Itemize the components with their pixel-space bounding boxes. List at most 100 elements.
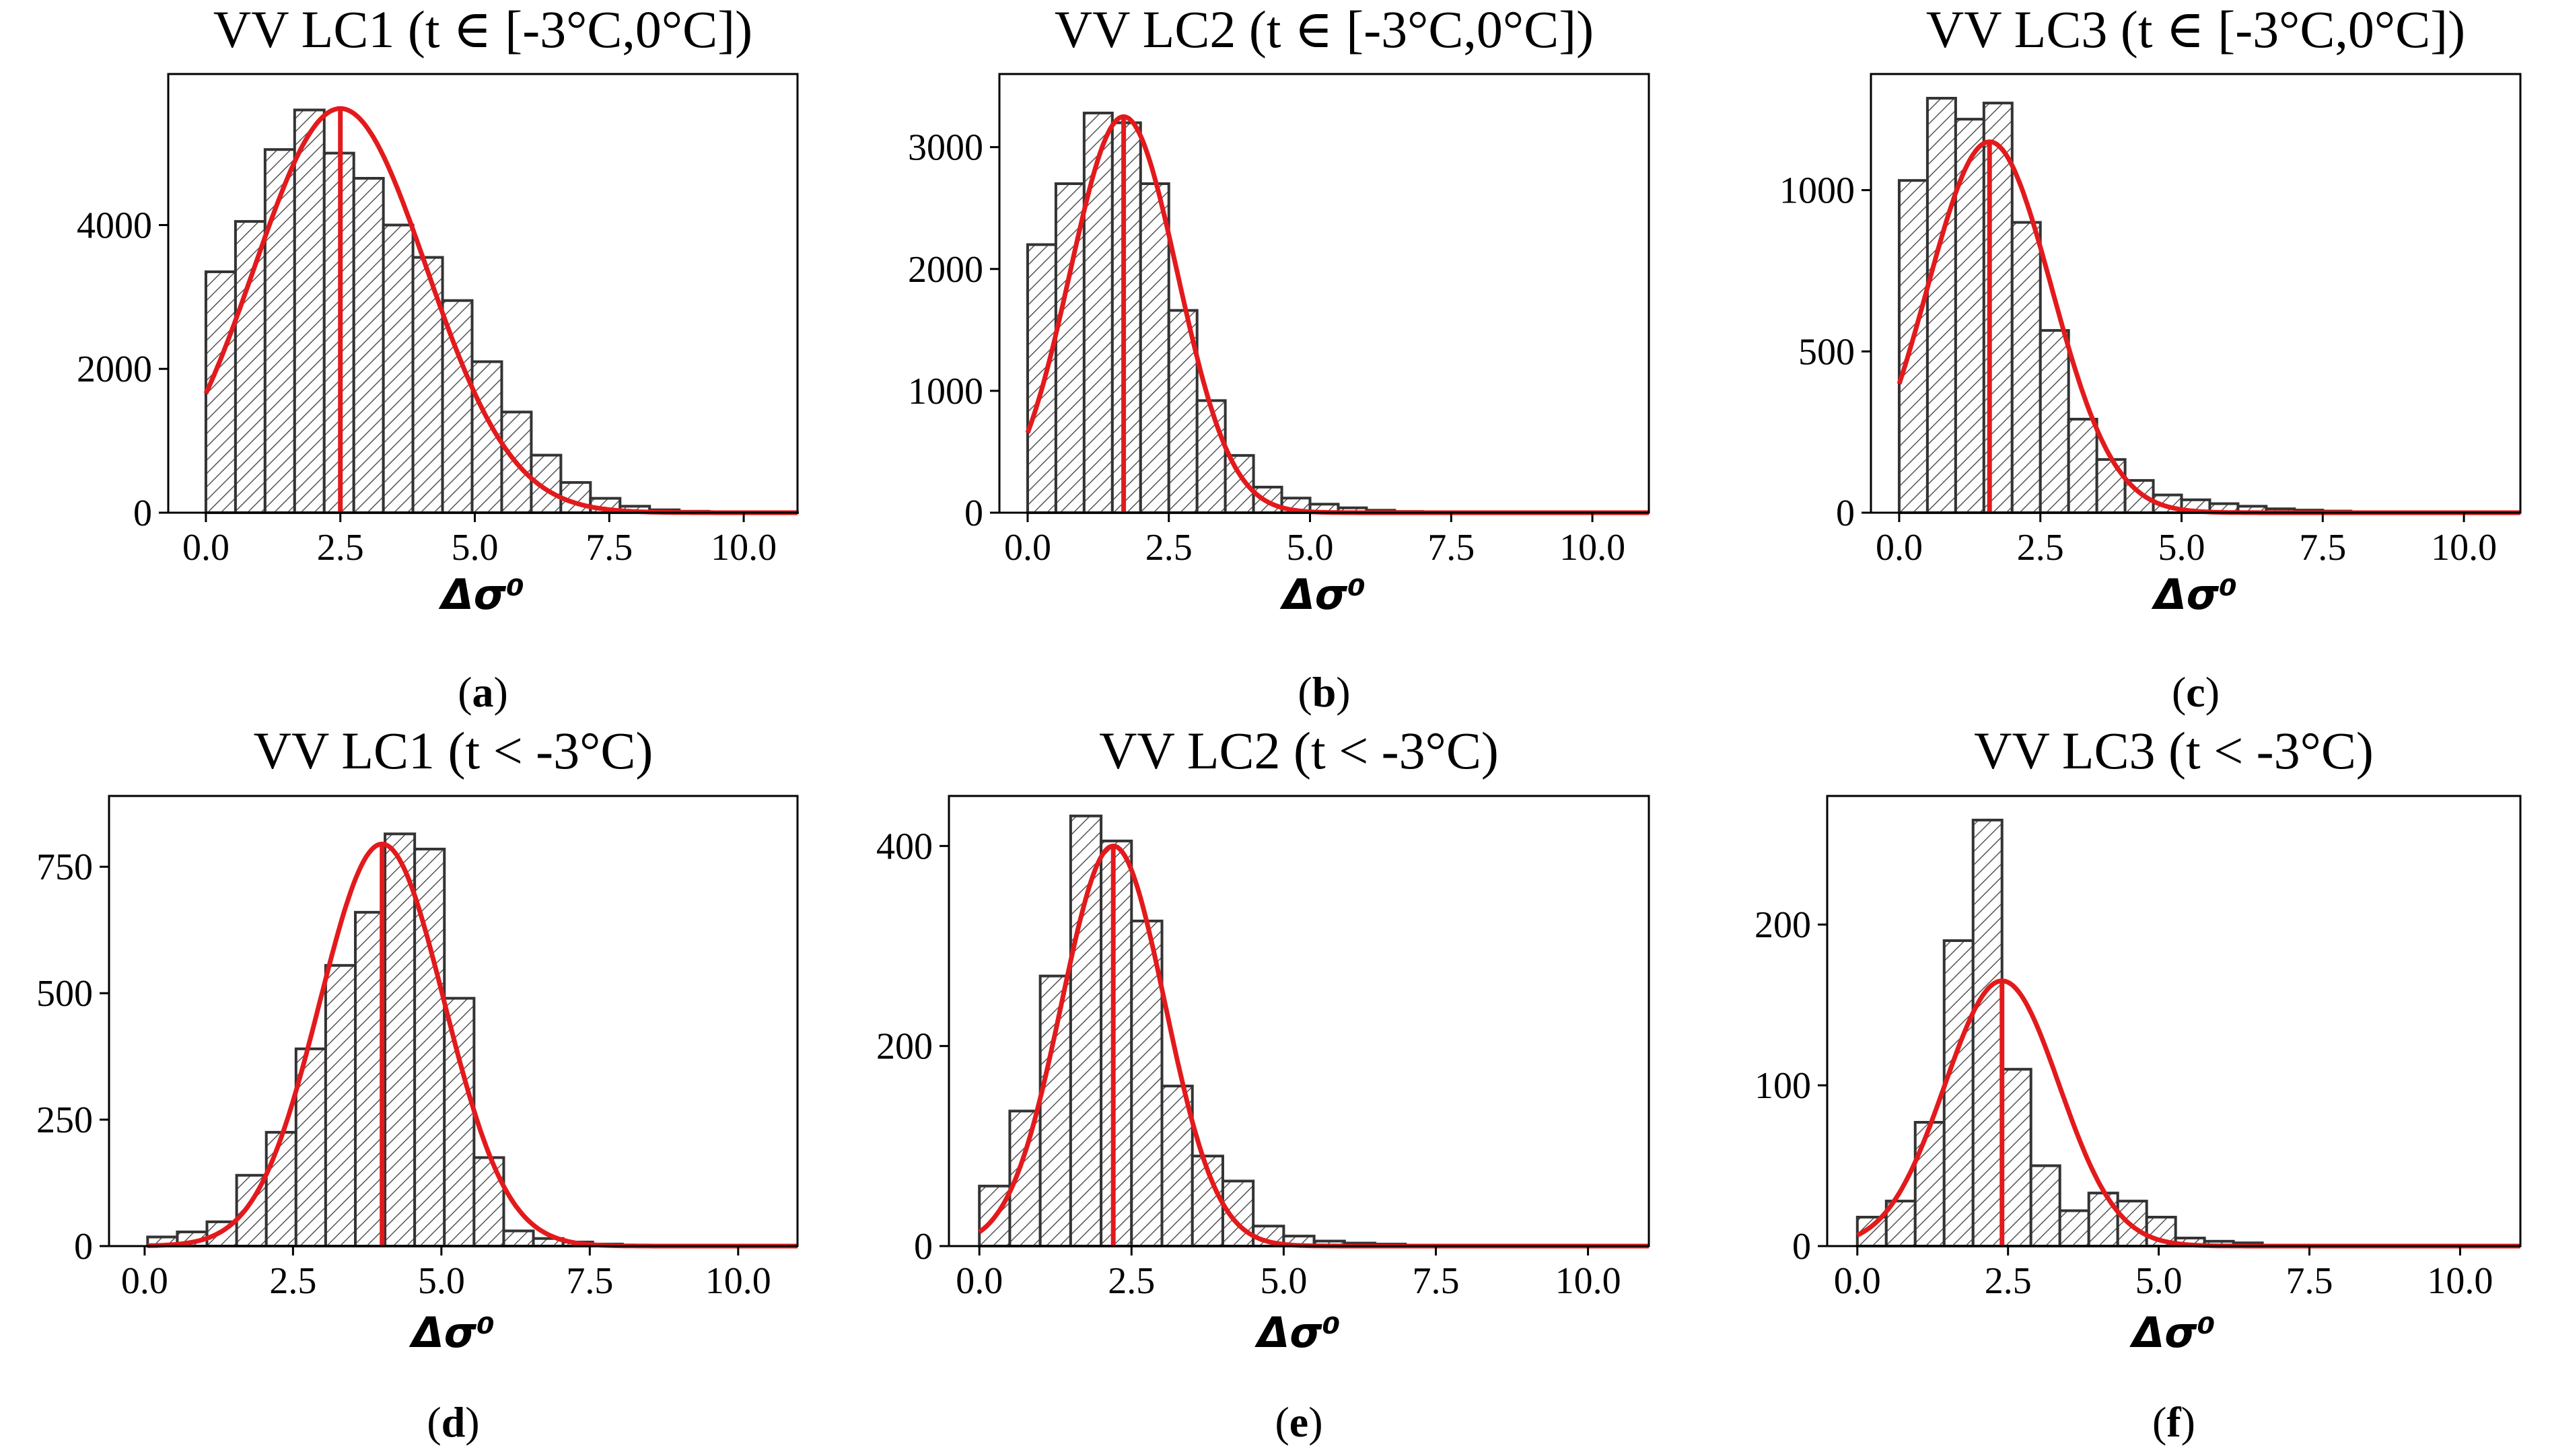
histogram-bar (441, 299, 474, 514)
histogram-bar (472, 1156, 505, 1248)
histogram-bar (1139, 182, 1170, 514)
x-tick-label: 7.5 (566, 1260, 613, 1302)
histogram-bar (2010, 221, 2042, 514)
x-tick-label: 2.5 (2017, 527, 2064, 569)
panel-label: (b) (1298, 668, 1350, 716)
y-tick-label: 0 (74, 1226, 93, 1268)
panel-letter: b (1312, 668, 1337, 716)
histogram-bar (1913, 1121, 1946, 1248)
x-tick-label: 5.0 (2135, 1260, 2183, 1302)
panel-letter: f (2166, 1398, 2181, 1446)
histogram-bar (1069, 814, 1103, 1247)
x-tick-label: 10.0 (1559, 527, 1625, 569)
axes-frame (108, 795, 799, 1247)
x-tick-label: 0.0 (1834, 1260, 1881, 1302)
x-tick-label: 7.5 (2286, 1260, 2333, 1302)
x-tick-label: 0.0 (956, 1260, 1003, 1302)
histogram-bar (264, 1130, 297, 1247)
histogram-bar (234, 220, 267, 514)
x-tick-label: 0.0 (1876, 527, 1923, 569)
y-tick-label: 250 (36, 1099, 93, 1141)
x-axis-label: Δσ⁰ (2129, 1308, 2215, 1357)
y-tick-label: 500 (1798, 331, 1855, 373)
histogram-bar (2000, 1068, 2032, 1248)
x-tick-label: 5.0 (1260, 1260, 1307, 1302)
histogram-bar (2029, 1164, 2061, 1248)
axes-frame (167, 73, 799, 514)
x-tick-label: 0.0 (1004, 527, 1051, 569)
chart-panel-c: VV LC3 (t ∈ [-3°C,0°C]) 0.0 2.5 5.0 7.5 10.0 0… (1779, 0, 2522, 716)
x-tick-label: 5.0 (1287, 527, 1334, 569)
chart-title: VV LC2 (t ∈ [-3°C,0°C]) (1055, 0, 1594, 59)
chart-panel-f: VV LC3 (t < -3°C) 0.0 2.5 5.0 7.5 10.0 0 100 200… (1755, 721, 2522, 1446)
y-tick-label: 0 (133, 493, 152, 534)
x-axis-label: Δσ⁰ (1254, 1308, 1340, 1357)
histogram-bar (384, 832, 417, 1248)
histogram-bar (1195, 399, 1227, 515)
histogram-bar (1925, 96, 1957, 515)
panel-label: (e) (1275, 1398, 1322, 1446)
panel-letter: c (2186, 668, 2205, 716)
chart-panel-b: VV LC2 (t ∈ [-3°C,0°C]) 0.0 2.5 5.0 7.5 10.0 0… (908, 0, 1650, 716)
histogram-bar (204, 270, 237, 514)
x-tick-label: 0.0 (121, 1260, 168, 1302)
x-tick-label: 10.0 (2431, 527, 2497, 569)
chart-title: VV LC1 (t ∈ [-3°C,0°C]) (213, 0, 752, 59)
x-tick-label: 2.5 (1108, 1260, 1155, 1302)
y-tick-label: 0 (1792, 1226, 1811, 1268)
x-tick-label: 10.0 (711, 527, 777, 569)
x-tick-label: 10.0 (705, 1260, 771, 1302)
histogram-bar (2087, 1192, 2119, 1247)
histogram-bar (2067, 417, 2098, 514)
x-tick-label: 10.0 (1555, 1260, 1621, 1302)
x-tick-label: 5.0 (452, 527, 499, 569)
x-axis-label: Δσ⁰ (2151, 570, 2237, 619)
y-tick-label: 400 (876, 826, 933, 867)
chart-title: VV LC3 (t ∈ [-3°C,0°C]) (1926, 0, 2465, 59)
histogram-bar (443, 996, 476, 1248)
y-tick-label: 1000 (1779, 170, 1855, 212)
histogram-bar (382, 223, 415, 514)
x-tick-label: 10.0 (2427, 1260, 2493, 1302)
histogram-bar (1942, 939, 1975, 1248)
y-tick-label: 0 (964, 493, 983, 534)
axes-frame (998, 73, 1650, 514)
x-axis-label: Δσ⁰ (1279, 570, 1366, 619)
x-tick-label: 0.0 (182, 527, 229, 569)
histogram-bar (1971, 818, 2004, 1247)
chart-title: VV LC3 (t < -3°C) (1974, 721, 2374, 780)
panel-label: (f) (2152, 1398, 2195, 1446)
histogram-bar (1100, 839, 1133, 1247)
histogram-bar (1082, 111, 1114, 514)
chart-panel-d: VV LC1 (t < -3°C) 0.0 2.5 5.0 7.5 10.0 0 250 500… (36, 721, 799, 1446)
x-tick-label: 2.5 (1145, 527, 1193, 569)
histogram-bar (263, 148, 296, 515)
x-tick-label: 7.5 (1427, 527, 1475, 569)
histogram-bar (1897, 179, 1929, 514)
histogram-bar (2039, 329, 2070, 514)
chart-panel-e: VV LC2 (t < -3°C) 0.0 2.5 5.0 7.5 10.0 0 200 400… (876, 721, 1650, 1446)
y-tick-label: 2000 (77, 349, 152, 390)
y-tick-label: 1000 (908, 371, 983, 412)
panel-label: (c) (2172, 668, 2220, 716)
y-tick-label: 3000 (908, 127, 983, 169)
panel-letter: a (472, 668, 494, 716)
histogram-bar (2095, 458, 2127, 514)
panel-letter: d (441, 1398, 466, 1446)
y-tick-label: 0 (1836, 493, 1855, 534)
y-tick-label: 750 (36, 846, 93, 888)
panel-letter: e (1289, 1398, 1308, 1446)
axes-frame (1870, 73, 2522, 514)
histogram-bar (1110, 121, 1142, 514)
panel-label: (a) (458, 668, 508, 716)
axes-frame (1826, 795, 2522, 1247)
histogram-bar (502, 1229, 535, 1248)
x-tick-label: 7.5 (1412, 1260, 1459, 1302)
histogram-bar (352, 176, 385, 514)
x-tick-label: 7.5 (586, 527, 633, 569)
histogram-bar (1038, 974, 1072, 1247)
y-tick-label: 2000 (908, 249, 983, 291)
y-tick-label: 200 (876, 1026, 933, 1068)
y-tick-label: 4000 (77, 205, 152, 246)
